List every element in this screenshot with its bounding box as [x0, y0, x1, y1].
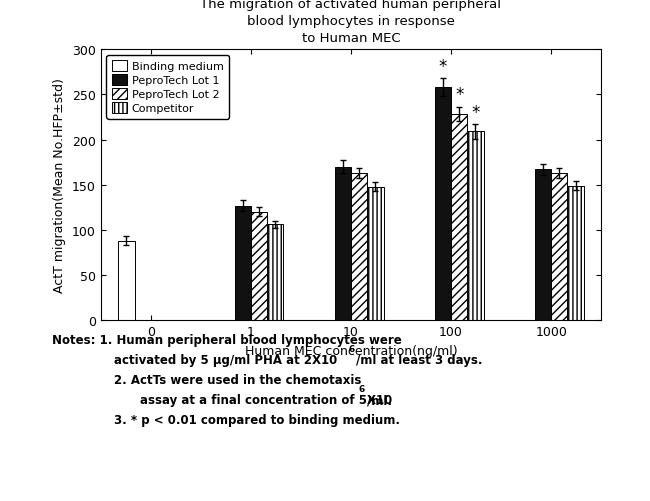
Bar: [535, 170, 551, 321]
Text: 6: 6: [359, 384, 365, 393]
Text: Notes: 1. Human peripheral blood lymphocytes were: Notes: 1. Human peripheral blood lymphoc…: [52, 333, 402, 346]
Title: The migration of activated human peripheral
blood lymphocytes in response
to Hum: The migration of activated human periphe…: [200, 0, 502, 45]
Bar: [367, 187, 383, 321]
Text: /ml at least 3 days.: /ml at least 3 days.: [356, 353, 483, 366]
Bar: [335, 167, 351, 321]
Bar: [551, 174, 567, 321]
Text: *: *: [439, 58, 447, 75]
Text: 2. ActTs were used in the chemotaxis: 2. ActTs were used in the chemotaxis: [114, 373, 361, 386]
Text: *: *: [455, 86, 463, 104]
Text: 3. * p < 0.01 compared to binding medium.: 3. * p < 0.01 compared to binding medium…: [114, 413, 400, 426]
Bar: [351, 174, 367, 321]
Text: activated by 5 μg/ml PHA at 2X10: activated by 5 μg/ml PHA at 2X10: [114, 353, 337, 366]
Text: /ml.: /ml.: [367, 393, 391, 406]
Bar: [451, 115, 467, 321]
Bar: [567, 186, 584, 321]
Bar: [267, 225, 283, 321]
Y-axis label: ActT migration(Mean No.HFP±std): ActT migration(Mean No.HFP±std): [53, 78, 66, 293]
Bar: [251, 212, 267, 321]
Bar: [235, 206, 251, 321]
X-axis label: Human MEC concentration(ng/ml): Human MEC concentration(ng/ml): [244, 344, 458, 357]
Legend: Binding medium, PeproTech Lot 1, PeproTech Lot 2, Competitor: Binding medium, PeproTech Lot 1, PeproTe…: [107, 56, 229, 119]
Text: assay at a final concentration of 5X10: assay at a final concentration of 5X10: [140, 393, 392, 406]
Text: 6: 6: [348, 344, 355, 353]
Bar: [118, 241, 135, 321]
Bar: [467, 132, 484, 321]
Bar: [435, 88, 451, 321]
Text: *: *: [471, 103, 480, 121]
